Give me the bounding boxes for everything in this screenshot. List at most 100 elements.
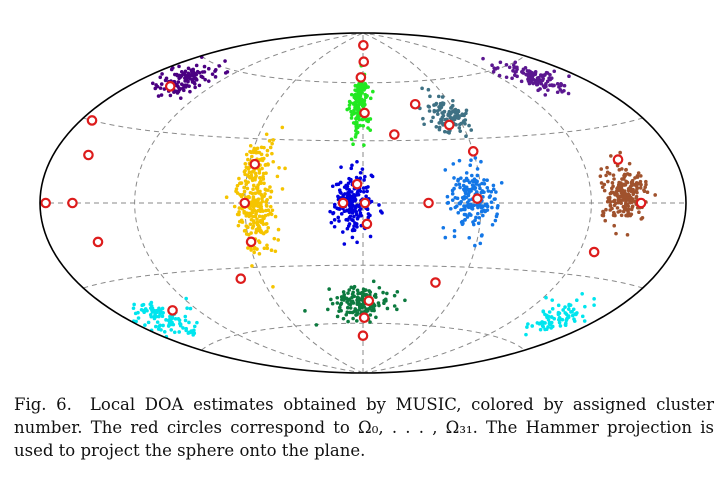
estimate-point (250, 264, 254, 268)
estimate-point (162, 87, 167, 91)
estimate-point (251, 149, 256, 153)
estimate-point (193, 85, 197, 90)
estimate-point (250, 208, 255, 213)
estimate-point (356, 88, 360, 93)
estimate-point (507, 65, 512, 70)
estimate-point (640, 216, 645, 220)
estimate-point (374, 315, 378, 320)
estimate-point (223, 59, 227, 63)
estimate-point (466, 193, 471, 198)
estimate-point (262, 181, 266, 186)
estimate-point (359, 101, 363, 106)
estimate-point (356, 215, 360, 220)
estimate-point (246, 246, 250, 250)
estimate-point (494, 190, 498, 194)
estimate-point (200, 70, 205, 74)
estimate-point (158, 312, 162, 316)
estimate-point (334, 182, 339, 187)
estimate-point (606, 179, 610, 184)
estimate-point (456, 179, 460, 183)
estimate-point (265, 229, 269, 234)
omega-marker (635, 197, 647, 209)
estimate-point (543, 93, 548, 97)
estimate-point (544, 295, 548, 300)
omega-marker (245, 236, 257, 248)
estimate-point (354, 175, 359, 180)
estimate-point (612, 177, 616, 181)
estimate-point (611, 173, 616, 177)
estimate-point (248, 176, 252, 180)
estimate-point (527, 69, 531, 73)
parallel-line (83, 264, 643, 289)
estimate-point (556, 303, 561, 308)
estimate-point (491, 183, 496, 188)
estimate-point (639, 182, 643, 187)
estimate-point (345, 305, 350, 310)
estimate-point (601, 211, 606, 215)
doa-estimates (131, 55, 657, 339)
estimate-point (495, 205, 500, 210)
estimate-point (487, 195, 492, 199)
estimate-point (558, 88, 563, 92)
estimate-point (139, 307, 144, 312)
estimate-point (187, 330, 192, 335)
estimate-point (427, 105, 432, 109)
estimate-point (271, 284, 275, 289)
estimate-point (480, 204, 485, 209)
estimate-point (258, 201, 263, 206)
estimate-point (275, 174, 280, 179)
estimate-point (491, 69, 496, 74)
estimate-point (592, 303, 596, 307)
omega-marker (92, 236, 104, 248)
estimate-point (610, 206, 614, 211)
estimate-point (497, 73, 502, 78)
estimate-point (445, 130, 450, 134)
estimate-point (513, 60, 518, 65)
estimate-point (580, 314, 585, 319)
omega-marker (164, 81, 176, 92)
estimate-point (475, 173, 480, 178)
estimate-point (351, 316, 355, 321)
estimate-point (546, 88, 550, 92)
omega-marker (409, 98, 421, 110)
estimate-point (336, 215, 341, 220)
estimate-point (261, 222, 266, 226)
estimate-point (262, 246, 267, 251)
estimate-point (493, 67, 498, 71)
omega-marker (389, 129, 400, 140)
estimate-point (358, 123, 362, 128)
estimate-point (146, 320, 151, 325)
omega-marker (443, 119, 455, 131)
estimate-point (353, 84, 358, 88)
estimate-point (519, 79, 524, 84)
estimate-point (490, 222, 495, 227)
estimate-point (453, 205, 458, 210)
estimate-point (625, 198, 629, 202)
estimate-point (333, 205, 337, 209)
estimate-point (188, 306, 193, 311)
estimate-point (178, 96, 183, 100)
estimate-point (188, 77, 193, 81)
estimate-point (364, 292, 369, 297)
estimate-point (359, 81, 363, 86)
omega-marker (355, 72, 367, 83)
estimate-point (247, 170, 252, 175)
estimate-point (545, 79, 550, 84)
estimate-point (217, 64, 222, 68)
estimate-point (627, 161, 632, 166)
estimate-point (361, 190, 366, 194)
estimate-point (132, 302, 136, 307)
estimate-point (607, 197, 612, 202)
omega-marker (363, 295, 375, 307)
estimate-point (483, 202, 488, 207)
estimate-point (345, 187, 349, 191)
estimate-point (362, 289, 367, 293)
estimate-point (457, 158, 462, 163)
projection-outline (39, 32, 687, 374)
omega-marker (351, 178, 363, 190)
omega-marker (358, 312, 370, 324)
estimate-point (620, 188, 625, 192)
estimate-point (273, 214, 278, 219)
estimate-point (549, 315, 554, 319)
estimate-point (472, 187, 477, 191)
